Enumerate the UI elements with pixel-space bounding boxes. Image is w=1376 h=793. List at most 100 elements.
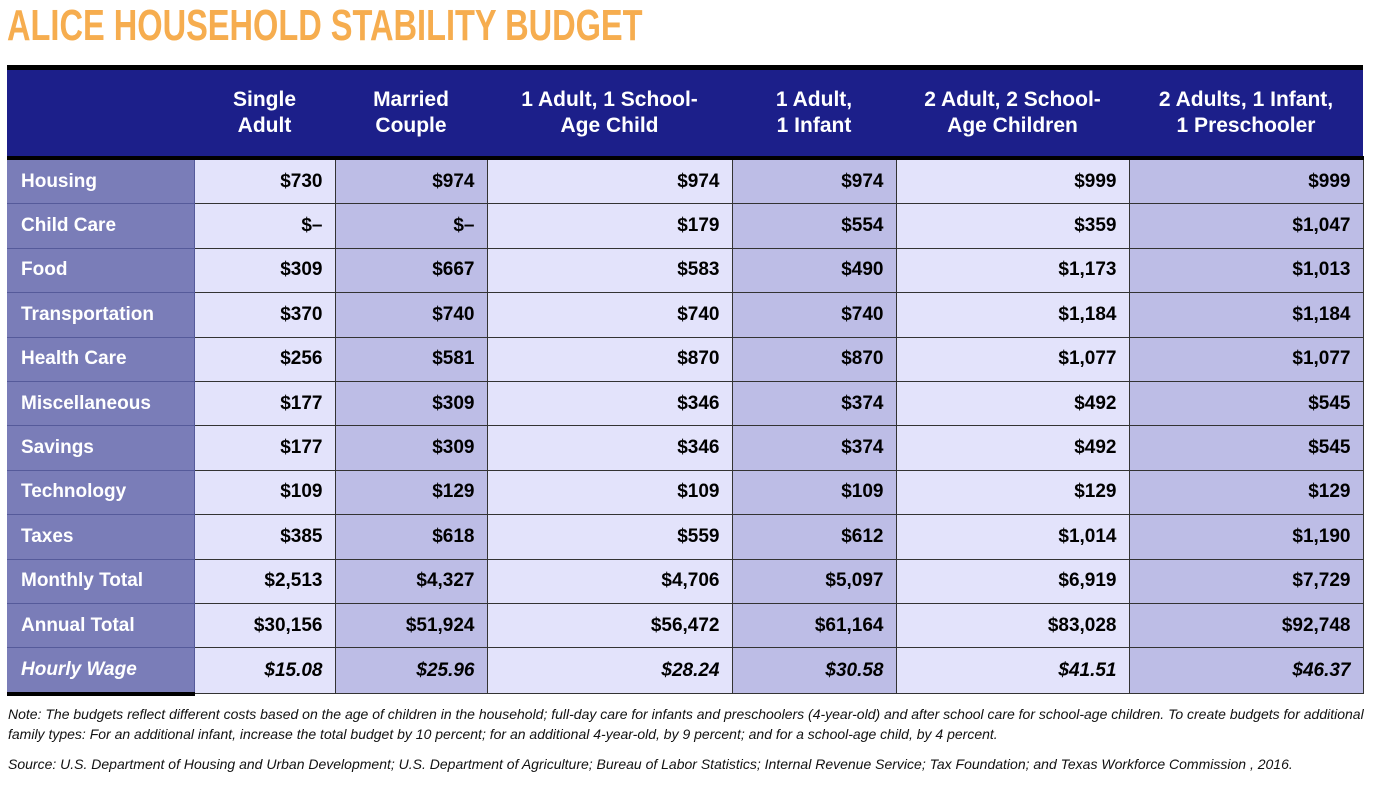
table-cell: $374 (731, 380, 897, 427)
table-cell: $309 (334, 425, 488, 471)
row-label: Annual Total (7, 602, 195, 649)
table-cell: $346 (486, 380, 733, 427)
table-cell: $974 (731, 157, 897, 205)
table-cell: $30.58 (731, 647, 897, 695)
table-row: Health Care $256 $581 $870 $870 $1,077 $1,077 (7, 336, 1364, 382)
row-label: Food (7, 247, 195, 294)
table-cell: $346 (486, 425, 733, 471)
table-row: Savings $177 $309 $346 $374 $492 $545 (7, 425, 1364, 471)
table-cell: $554 (731, 203, 897, 249)
table-cell: $740 (334, 292, 488, 338)
table-cell: $179 (486, 203, 733, 249)
column-header: 1 Adult, 1 Infant (732, 65, 896, 158)
table-cell: $740 (731, 292, 897, 338)
table-row: Food $309 $667 $583 $490 $1,173 $1,013 (7, 247, 1364, 294)
column-header: 2 Adult, 2 School- Age Children (896, 65, 1129, 158)
table-cell: $1,184 (895, 292, 1130, 338)
table-cell: $583 (486, 247, 733, 294)
table-cell: $109 (486, 469, 733, 516)
column-header: 1 Adult, 1 School- Age Child (487, 65, 732, 158)
table-cell: $870 (486, 336, 733, 382)
table-cell: $25.96 (334, 647, 488, 695)
table-cell: $385 (193, 514, 336, 560)
table-cell: $492 (895, 425, 1130, 471)
table-cell: $545 (1128, 380, 1364, 427)
source-text: Source: U.S. Department of Housing and U… (8, 756, 1293, 772)
table-cell: $– (193, 203, 336, 249)
table-row: Housing $730 $974 $974 $974 $999 $999 (7, 157, 1364, 205)
table-cell: $177 (193, 425, 336, 471)
table-cell: $740 (486, 292, 733, 338)
table-cell: $109 (193, 469, 336, 516)
row-label: Technology (7, 469, 195, 516)
table-cell: $7,729 (1128, 558, 1364, 604)
table-cell: $667 (334, 247, 488, 294)
table-cell: $46.37 (1128, 647, 1364, 695)
table-cell: $256 (193, 336, 336, 382)
table-cell: $109 (731, 469, 897, 516)
row-label: Housing (7, 157, 195, 205)
table-cell: $30,156 (193, 602, 336, 649)
row-label: Transportation (7, 292, 195, 338)
table-cell: $4,327 (334, 558, 488, 604)
table-row: Miscellaneous $177 $309 $346 $374 $492 $545 (7, 380, 1364, 427)
column-header: 2 Adults, 1 Infant, 1 Preschooler (1129, 65, 1363, 158)
table-cell: $618 (334, 514, 488, 560)
budget-table: Single Adult Married Couple 1 Adult, 1 Sch… (7, 65, 1364, 696)
row-label: Monthly Total (7, 558, 195, 604)
table-cell: $974 (486, 157, 733, 205)
table-row: Transportation $370 $740 $740 $740 $1,184 $1,1… (7, 292, 1364, 338)
table-cell: $1,077 (895, 336, 1130, 382)
row-label: Health Care (7, 336, 195, 382)
table-cell: $870 (731, 336, 897, 382)
table-cell: $129 (1128, 469, 1364, 516)
table-cell: $309 (334, 380, 488, 427)
column-header: Married Couple (335, 65, 487, 158)
table-cell: $4,706 (486, 558, 733, 604)
table-row: Hourly Wage $15.08 $25.96 $28.24 $30.58 $41.5… (7, 647, 1364, 696)
header-row: Single Adult Married Couple 1 Adult, 1 Sch… (7, 65, 1363, 158)
table-cell: $61,164 (731, 602, 897, 649)
table-cell: $999 (1128, 157, 1364, 205)
table-cell: $1,173 (895, 247, 1130, 294)
table-cell: $1,190 (1128, 514, 1364, 560)
table-cell: $15.08 (193, 647, 336, 695)
table-cell: $– (334, 203, 488, 249)
table-cell: $1,077 (1128, 336, 1364, 382)
note-text: Note: The budgets reflect different cost… (8, 706, 1364, 742)
table-cell: $56,472 (486, 602, 733, 649)
table-row: Taxes $385 $618 $559 $612 $1,014 $1,190 (7, 514, 1364, 560)
table-cell: $28.24 (486, 647, 733, 695)
table-cell: $730 (193, 157, 336, 205)
table-cell: $359 (895, 203, 1130, 249)
table-cell: $1,184 (1128, 292, 1364, 338)
table-row: Technology $109 $129 $109 $109 $129 $129 (7, 469, 1364, 516)
table-cell: $490 (731, 247, 897, 294)
table-cell: $177 (193, 380, 336, 427)
table-cell: $559 (486, 514, 733, 560)
table-cell: $5,097 (731, 558, 897, 604)
table-cell: $83,028 (895, 602, 1130, 649)
table-cell: $999 (895, 157, 1130, 205)
table-cell: $370 (193, 292, 336, 338)
table-cell: $974 (334, 157, 488, 205)
table-cell: $492 (895, 380, 1130, 427)
row-label: Hourly Wage (7, 647, 195, 696)
table-row: Monthly Total $2,513 $4,327 $4,706 $5,097 $6,… (7, 558, 1364, 604)
row-label: Savings (7, 425, 195, 471)
table-cell: $612 (731, 514, 897, 560)
table-cell: $1,047 (1128, 203, 1364, 249)
table-cell: $6,919 (895, 558, 1130, 604)
table-row: Annual Total $30,156 $51,924 $56,472 $61,164… (7, 602, 1364, 649)
page-title: ALICE HOUSEHOLD STABILITY BUDGET (7, 1, 643, 50)
table-cell: $92,748 (1128, 602, 1364, 649)
table-cell: $51,924 (334, 602, 488, 649)
table-cell: $1,013 (1128, 247, 1364, 294)
column-header: Single Adult (194, 65, 335, 158)
table-cell: $309 (193, 247, 336, 294)
table-row: Child Care $– $– $179 $554 $359 $1,047 (7, 203, 1364, 249)
table-cell: $545 (1128, 425, 1364, 471)
row-label: Taxes (7, 514, 195, 560)
row-label: Miscellaneous (7, 380, 195, 427)
header-corner (7, 65, 194, 158)
